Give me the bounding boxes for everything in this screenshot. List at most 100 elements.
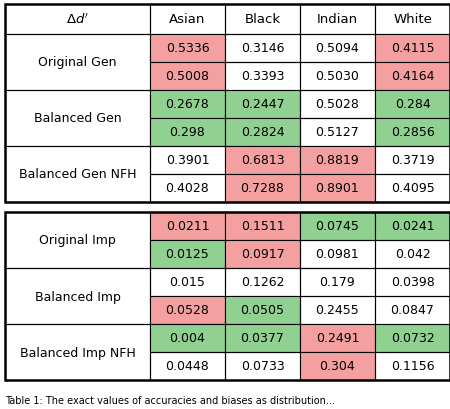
Bar [150, 119, 225, 147]
Bar [225, 240, 300, 268]
Bar [150, 268, 225, 296]
Bar [150, 240, 225, 268]
Text: 0.5336: 0.5336 [166, 43, 209, 55]
Bar [300, 213, 375, 240]
Bar [5, 91, 150, 147]
Text: 0.042: 0.042 [395, 248, 430, 261]
Bar [150, 91, 225, 119]
Text: 0.0398: 0.0398 [391, 276, 434, 289]
Text: 0.4028: 0.4028 [166, 182, 209, 195]
Bar [150, 91, 225, 119]
Text: 0.004: 0.004 [170, 332, 206, 345]
Bar [225, 91, 300, 119]
Bar [375, 35, 450, 63]
Bar [375, 91, 450, 119]
Bar [150, 324, 225, 352]
Text: 0.298: 0.298 [170, 126, 205, 139]
Bar [225, 296, 300, 324]
Bar [150, 240, 225, 268]
Bar [375, 5, 450, 35]
Bar [300, 175, 375, 202]
Text: 0.4164: 0.4164 [391, 70, 434, 83]
Bar [375, 119, 450, 147]
Text: 0.284: 0.284 [395, 98, 430, 111]
Bar [225, 5, 300, 35]
Text: 0.2678: 0.2678 [166, 98, 209, 111]
Bar [150, 35, 225, 63]
Bar [150, 213, 225, 240]
Text: 0.8819: 0.8819 [315, 154, 360, 167]
Text: 0.1262: 0.1262 [241, 276, 284, 289]
Text: 0.5028: 0.5028 [315, 98, 360, 111]
Bar [375, 119, 450, 147]
Bar [225, 240, 300, 268]
Text: 0.2856: 0.2856 [391, 126, 434, 139]
Bar [300, 35, 375, 63]
Text: 0.0448: 0.0448 [166, 360, 209, 373]
Bar [150, 324, 225, 352]
Text: 0.0125: 0.0125 [166, 248, 209, 261]
Text: 0.0528: 0.0528 [166, 304, 209, 317]
Text: 0.0505: 0.0505 [240, 304, 284, 317]
Bar [225, 91, 300, 119]
Text: 0.0917: 0.0917 [241, 248, 284, 261]
Text: 0.3719: 0.3719 [391, 154, 434, 167]
Bar [300, 352, 375, 380]
Bar [150, 63, 225, 91]
Text: 0.0377: 0.0377 [241, 332, 284, 345]
Bar [5, 213, 150, 268]
Text: 0.0733: 0.0733 [241, 360, 284, 373]
Bar [300, 147, 375, 175]
Bar [150, 5, 225, 35]
Text: 0.2824: 0.2824 [241, 126, 284, 139]
Bar [225, 119, 300, 147]
Bar [300, 63, 375, 91]
Text: 0.4095: 0.4095 [391, 182, 434, 195]
Text: 0.0745: 0.0745 [315, 220, 360, 233]
Text: Balanced Imp: Balanced Imp [35, 290, 121, 303]
Bar [300, 296, 375, 324]
Text: Balanced Imp NFH: Balanced Imp NFH [20, 346, 135, 359]
Bar [5, 5, 150, 35]
Bar [375, 240, 450, 268]
Bar [300, 324, 375, 352]
Bar [150, 352, 225, 380]
Text: 0.3146: 0.3146 [241, 43, 284, 55]
Text: 0.7288: 0.7288 [241, 182, 284, 195]
Bar [5, 268, 150, 324]
Text: 0.2491: 0.2491 [316, 332, 359, 345]
Bar [375, 91, 450, 119]
Bar [225, 324, 300, 352]
Bar [225, 268, 300, 296]
Bar [150, 35, 225, 63]
Bar [150, 213, 225, 240]
Bar [300, 324, 375, 352]
Text: 0.2455: 0.2455 [315, 304, 360, 317]
Bar [375, 147, 450, 175]
Text: 0.3901: 0.3901 [166, 154, 209, 167]
Bar [225, 352, 300, 380]
Bar [300, 268, 375, 296]
Bar [300, 352, 375, 380]
Bar [150, 175, 225, 202]
Bar [150, 147, 225, 175]
Bar [225, 213, 300, 240]
Bar [150, 63, 225, 91]
Bar [150, 296, 225, 324]
Bar [300, 240, 375, 268]
Text: 0.5030: 0.5030 [315, 70, 360, 83]
Text: 0.3393: 0.3393 [241, 70, 284, 83]
Bar [225, 213, 300, 240]
Text: Balanced Gen NFH: Balanced Gen NFH [19, 168, 136, 181]
Text: Black: Black [244, 13, 280, 27]
Bar [375, 268, 450, 296]
Text: 0.0981: 0.0981 [315, 248, 360, 261]
Text: Indian: Indian [317, 13, 358, 27]
Text: 0.179: 0.179 [320, 276, 356, 289]
Bar [300, 213, 375, 240]
Text: 0.0732: 0.0732 [391, 332, 434, 345]
Bar [375, 175, 450, 202]
Bar [5, 5, 450, 202]
Bar [375, 352, 450, 380]
Text: 0.6813: 0.6813 [241, 154, 284, 167]
